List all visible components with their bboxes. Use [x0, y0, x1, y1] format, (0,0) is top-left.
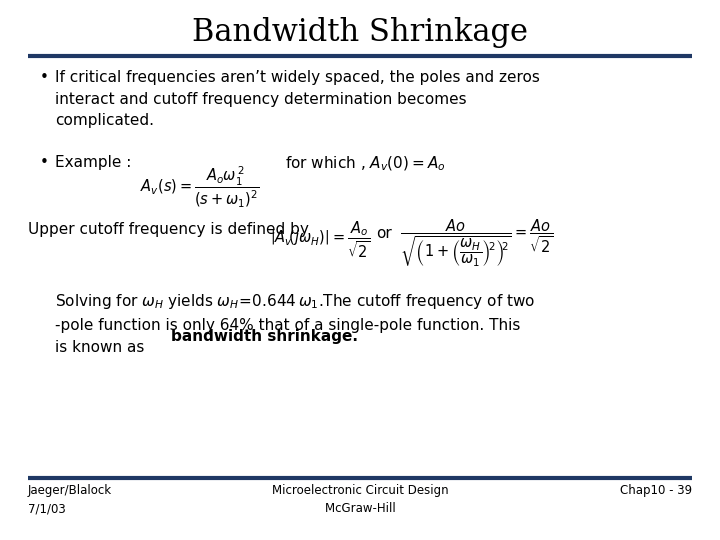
Text: If critical frequencies aren’t widely spaced, the poles and zeros
interact and c: If critical frequencies aren’t widely sp…: [55, 70, 540, 128]
Text: Chap10 - 39: Chap10 - 39: [620, 484, 692, 497]
Text: Upper cutoff frequency is defined by: Upper cutoff frequency is defined by: [28, 222, 309, 237]
Text: $\dfrac{Ao}{\sqrt{\left(1+\left(\dfrac{\omega_H}{\omega_1}\right)^{\!2}\right)^{: $\dfrac{Ao}{\sqrt{\left(1+\left(\dfrac{\…: [400, 218, 554, 269]
Text: Solving for $\omega_H$ yields $\omega_H\!=\!0.644\,\omega_1$.The cutoff frequenc: Solving for $\omega_H$ yields $\omega_H\…: [55, 292, 535, 355]
Text: $\left|A_v\!\left(j\omega_H\right)\right|{=}\dfrac{A_o}{\sqrt{2}}$: $\left|A_v\!\left(j\omega_H\right)\right…: [270, 220, 371, 260]
Text: Jaeger/Blalock
7/1/03: Jaeger/Blalock 7/1/03: [28, 484, 112, 515]
Text: or: or: [376, 226, 392, 241]
Text: $A_v(s){=}\dfrac{A_o\omega_1^{\,2}}{(s+\omega_1)^2}$: $A_v(s){=}\dfrac{A_o\omega_1^{\,2}}{(s+\…: [140, 164, 260, 209]
Text: Microelectronic Circuit Design
Mc​Graw-Hill: Microelectronic Circuit Design Mc​Graw-H…: [271, 484, 449, 515]
Text: •: •: [40, 70, 49, 85]
Text: Bandwidth Shrinkage: Bandwidth Shrinkage: [192, 17, 528, 48]
Text: •: •: [40, 155, 49, 170]
Text: for which , $A_v(0) = A_o$: for which , $A_v(0) = A_o$: [285, 155, 446, 173]
Text: bandwidth shrinkage.: bandwidth shrinkage.: [171, 329, 358, 344]
Text: Example :: Example :: [55, 155, 136, 170]
